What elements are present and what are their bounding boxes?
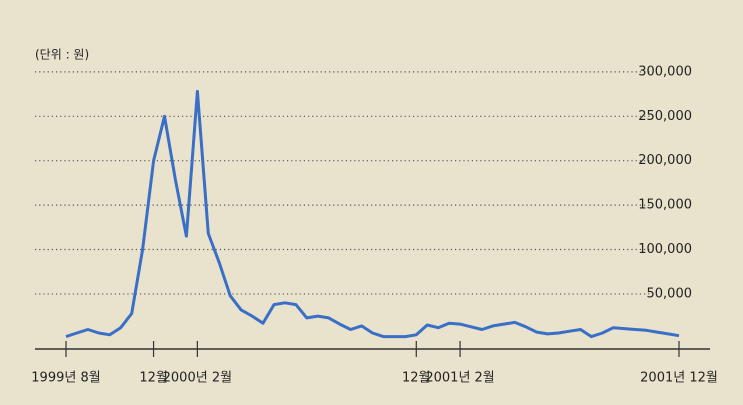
x-tick-label: 12월: [139, 371, 168, 386]
y-tick-label: 300,000: [638, 64, 692, 79]
y-tick-label: 250,000: [638, 109, 692, 124]
y-tick-label: 100,000: [638, 242, 692, 257]
y-tick-label: 200,000: [638, 153, 692, 168]
x-tick-label: 12월: [402, 371, 431, 386]
unit-label: (단위 : 원): [35, 48, 89, 62]
x-tick-label: 2001년 2월: [425, 371, 494, 386]
line: [65, 89, 680, 339]
y-tick-label: 50,000: [647, 286, 693, 301]
x-tick-label: 1999년 8월: [31, 371, 100, 386]
y-tick-label: 150,000: [638, 198, 692, 213]
x-tick-label: 2000년 2월: [163, 371, 232, 386]
x-tick-label: 2001년 12월: [640, 371, 718, 386]
